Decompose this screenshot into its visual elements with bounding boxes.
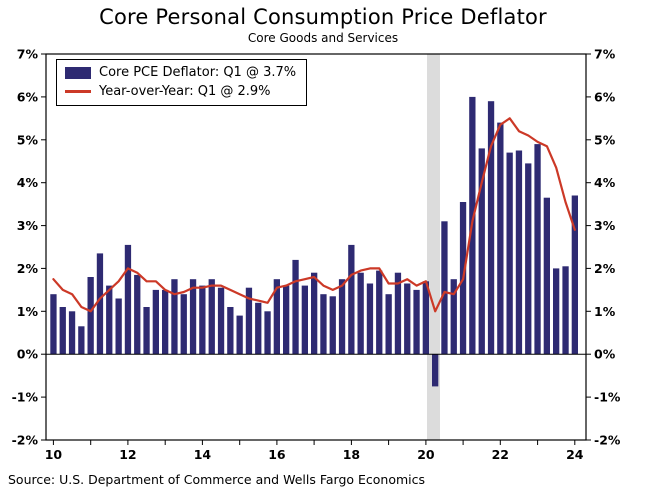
- bar: [106, 285, 113, 355]
- bar: [273, 279, 280, 355]
- y-tick-label-right: 3%: [594, 218, 616, 233]
- bar: [553, 268, 560, 355]
- bar: [255, 302, 262, 355]
- y-tick-label-left: -1%: [12, 390, 39, 405]
- bar: [180, 294, 187, 355]
- bar: [376, 270, 383, 355]
- y-tick-label-right: 1%: [594, 304, 616, 319]
- x-tick-label: 22: [492, 447, 509, 462]
- y-tick-label-left: 0%: [17, 347, 39, 362]
- bar: [124, 244, 132, 355]
- plot-border: [45, 53, 587, 441]
- chart-title: Core Personal Consumption Price Deflator: [99, 5, 547, 29]
- bar: [245, 287, 253, 355]
- bar: [432, 354, 439, 387]
- bar: [357, 272, 364, 355]
- y-tick-label-left: 7%: [17, 47, 39, 62]
- bar: [320, 294, 327, 355]
- y-tick-label-right: -1%: [594, 390, 621, 405]
- bar: [59, 307, 66, 355]
- bar: [441, 221, 448, 355]
- y-tick-label-right: 6%: [594, 89, 616, 104]
- bar: [394, 272, 402, 355]
- x-tick-label: 12: [119, 447, 136, 462]
- bar: [311, 272, 318, 355]
- bar: [208, 279, 215, 355]
- recession-band: [427, 54, 440, 440]
- bar: [422, 281, 429, 355]
- bar: [78, 326, 85, 355]
- bar: [96, 253, 104, 355]
- bar-swatch: [65, 66, 91, 79]
- bar: [68, 311, 76, 355]
- source-text: Source: U.S. Department of Commerce and …: [8, 472, 426, 487]
- x-tick-label: 16: [268, 447, 286, 462]
- legend-item-bars: Core PCE Deflator: Q1 @ 3.7%: [65, 65, 296, 80]
- x-tick-label: 10: [45, 447, 63, 462]
- x-tick-label: 20: [417, 447, 435, 462]
- y-tick-label-left: 5%: [17, 132, 39, 147]
- bar: [497, 122, 504, 355]
- legend-label-bars: Core PCE Deflator: Q1 @ 3.7%: [99, 65, 297, 80]
- y-tick-label-left: 4%: [17, 175, 39, 190]
- bar: [366, 283, 374, 355]
- y-tick-label-right: 2%: [594, 261, 616, 276]
- bar: [50, 294, 57, 355]
- bar: [404, 283, 411, 355]
- bar: [143, 307, 150, 355]
- x-tick-label: 18: [343, 447, 360, 462]
- legend: Core PCE Deflator: Q1 @ 3.7% Year-over-Y…: [56, 59, 308, 106]
- bar: [264, 311, 271, 355]
- x-tick-label: 14: [194, 447, 212, 462]
- y-tick-label-right: 7%: [594, 47, 616, 62]
- bar: [301, 285, 308, 355]
- y-tick-label-right: 0%: [594, 347, 616, 362]
- y-tick-label-left: 1%: [17, 304, 39, 319]
- legend-label-line: Year-over-Year: Q1 @ 2.9%: [99, 84, 271, 99]
- y-tick-label-right: -2%: [594, 433, 621, 448]
- bar: [338, 279, 346, 355]
- bar: [506, 152, 513, 355]
- bar: [134, 274, 141, 355]
- bar: [450, 279, 457, 355]
- chart-subtitle: Core Goods and Services: [247, 31, 399, 45]
- y-tick-label-left: -2%: [12, 433, 39, 448]
- bar: [478, 148, 485, 355]
- bar: [292, 259, 299, 355]
- bar: [283, 285, 290, 355]
- bar: [162, 289, 169, 355]
- bar: [87, 277, 94, 355]
- bar: [329, 296, 336, 355]
- bar: [515, 150, 523, 355]
- bar: [236, 315, 243, 355]
- plot-area: -2% -2% -1% -1% 0% 0% 1% 1% 2% 2% 3% 3% 4% 4% 5% 5% 6% 6%…: [0, 46, 646, 466]
- bar: [348, 244, 355, 355]
- bar: [571, 195, 578, 355]
- y-tick-label-right: 5%: [594, 132, 616, 147]
- bar: [171, 279, 178, 355]
- bar: [227, 307, 234, 355]
- y-tick-label-left: 6%: [17, 89, 39, 104]
- bar: [487, 101, 495, 355]
- bar: [189, 279, 197, 355]
- bar: [562, 266, 569, 355]
- chart-svg: -2% -2% -1% -1% 0% 0% 1% 1% 2% 2% 3% 3% 4% 4% 5% 5% 6% 6%…: [12, 47, 621, 463]
- line-swatch: [65, 90, 91, 93]
- yoy-line: [52, 117, 576, 313]
- bar: [115, 298, 122, 355]
- y-tick-label-left: 3%: [17, 218, 39, 233]
- bar: [534, 144, 541, 355]
- y-tick-label-right: 4%: [594, 175, 616, 190]
- bar: [543, 197, 550, 355]
- bar: [385, 294, 392, 355]
- bar: [525, 163, 532, 355]
- bar: [152, 289, 159, 355]
- bar: [217, 287, 225, 355]
- bar: [199, 285, 206, 355]
- bar: [413, 289, 420, 355]
- x-tick-label: 24: [566, 447, 584, 462]
- legend-item-line: Year-over-Year: Q1 @ 2.9%: [65, 84, 296, 99]
- y-tick-label-left: 2%: [17, 261, 39, 276]
